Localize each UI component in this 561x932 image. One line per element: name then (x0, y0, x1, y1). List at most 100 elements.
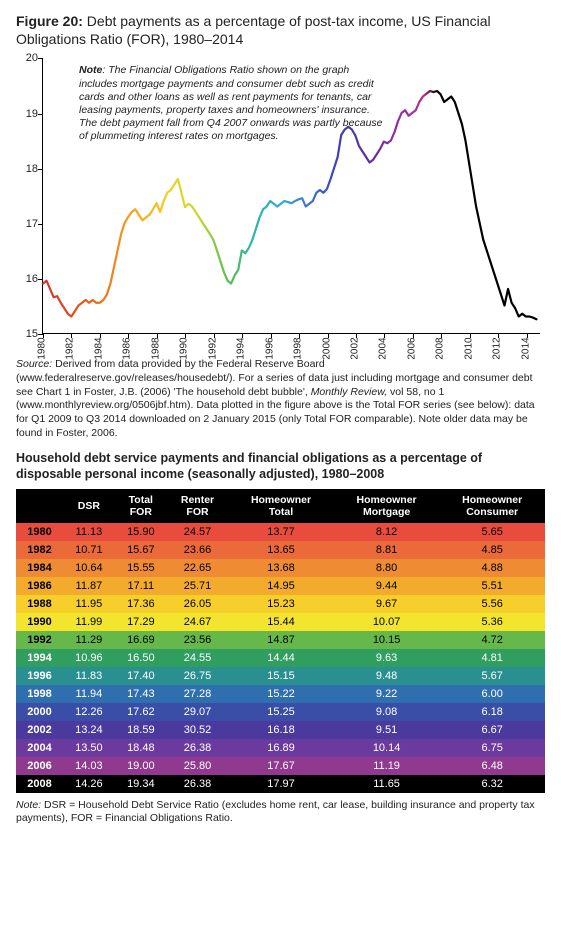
data-cell: 5.56 (439, 595, 545, 613)
data-cell: 16.89 (228, 739, 334, 757)
data-cell: 24.67 (167, 613, 228, 631)
data-cell: 18.59 (115, 721, 167, 739)
year-cell: 2002 (16, 721, 63, 739)
data-cell: 13.50 (63, 739, 115, 757)
data-cell: 15.15 (228, 667, 334, 685)
col-header: HomeownerConsumer (439, 489, 545, 523)
x-tick-label: 1992 (207, 338, 218, 360)
data-table: DSRTotalFORRenterFORHomeownerTotalHomeow… (16, 489, 545, 793)
data-cell: 16.50 (115, 649, 167, 667)
data-cell: 16.69 (115, 631, 167, 649)
table-row: 199211.2916.6923.5614.8710.154.72 (16, 631, 545, 649)
x-tick-label: 2002 (350, 338, 361, 360)
data-cell: 6.75 (439, 739, 545, 757)
data-cell: 6.18 (439, 703, 545, 721)
data-cell: 8.81 (334, 541, 440, 559)
data-cell: 9.44 (334, 577, 440, 595)
year-cell: 1990 (16, 613, 63, 631)
data-cell: 27.28 (167, 685, 228, 703)
table-row: 198011.1315.9024.5713.778.125.65 (16, 523, 545, 541)
data-cell: 6.32 (439, 775, 545, 793)
data-cell: 26.75 (167, 667, 228, 685)
x-tick-label: 2008 (435, 338, 446, 360)
year-cell: 1984 (16, 559, 63, 577)
data-cell: 17.29 (115, 613, 167, 631)
data-cell: 11.65 (334, 775, 440, 793)
data-cell: 14.44 (228, 649, 334, 667)
data-cell: 11.94 (63, 685, 115, 703)
data-cell: 9.51 (334, 721, 440, 739)
x-tick-label: 1996 (264, 338, 275, 360)
table-row: 198811.9517.3626.0515.239.675.56 (16, 595, 545, 613)
data-cell: 6.00 (439, 685, 545, 703)
x-tick-label: 1986 (122, 338, 133, 360)
year-cell: 1996 (16, 667, 63, 685)
y-tick-label: 17 (26, 218, 38, 230)
year-cell: 1980 (16, 523, 63, 541)
col-header: TotalFOR (115, 489, 167, 523)
data-cell: 4.81 (439, 649, 545, 667)
figure-label: Figure 20: (16, 13, 83, 29)
data-cell: 23.56 (167, 631, 228, 649)
data-cell: 9.08 (334, 703, 440, 721)
data-cell: 18.48 (115, 739, 167, 757)
figure-title-text: Debt payments as a percentage of post-ta… (16, 13, 491, 47)
x-tick-label: 1984 (93, 338, 104, 360)
data-cell: 10.14 (334, 739, 440, 757)
data-cell: 8.12 (334, 523, 440, 541)
chart-note-text: The Financial Obligations Ratio shown on… (79, 64, 383, 142)
data-cell: 8.80 (334, 559, 440, 577)
data-cell: 30.52 (167, 721, 228, 739)
table-body: 198011.1315.9024.5713.778.125.65198210.7… (16, 523, 545, 793)
data-cell: 9.63 (334, 649, 440, 667)
x-tick-label: 1982 (65, 338, 76, 360)
year-cell: 1986 (16, 577, 63, 595)
x-tick-label: 2012 (492, 338, 503, 360)
data-cell: 15.23 (228, 595, 334, 613)
source-italic: Monthly Review, (311, 386, 387, 398)
year-cell: 1998 (16, 685, 63, 703)
data-cell: 11.13 (63, 523, 115, 541)
for-chart: 151617181920 Note: The Financial Obligat… (16, 54, 544, 354)
data-cell: 25.71 (167, 577, 228, 595)
data-cell: 11.95 (63, 595, 115, 613)
col-header (16, 489, 63, 523)
data-cell: 14.95 (228, 577, 334, 595)
year-cell: 2000 (16, 703, 63, 721)
table-row: 199410.9616.5024.5514.449.634.81 (16, 649, 545, 667)
data-cell: 6.48 (439, 757, 545, 775)
data-cell: 5.51 (439, 577, 545, 595)
footnote-prefix: Note: (16, 799, 41, 811)
data-cell: 26.38 (167, 739, 228, 757)
data-cell: 17.40 (115, 667, 167, 685)
data-cell: 29.07 (167, 703, 228, 721)
x-tick-label: 2014 (520, 338, 531, 360)
x-tick-label: 2000 (321, 338, 332, 360)
data-cell: 14.26 (63, 775, 115, 793)
figure-title: Figure 20: Debt payments as a percentage… (16, 12, 545, 48)
source-text: Source: Derived from data provided by th… (16, 358, 545, 440)
x-tick-label: 2006 (406, 338, 417, 360)
data-cell: 10.71 (63, 541, 115, 559)
data-cell: 13.68 (228, 559, 334, 577)
table-row: 198410.6415.5522.6513.688.804.88 (16, 559, 545, 577)
data-cell: 5.65 (439, 523, 545, 541)
col-header: HomeownerMortgage (334, 489, 440, 523)
data-cell: 24.55 (167, 649, 228, 667)
year-cell: 1982 (16, 541, 63, 559)
data-cell: 17.11 (115, 577, 167, 595)
data-cell: 17.97 (228, 775, 334, 793)
table-row: 200814.2619.3426.3817.9711.656.32 (16, 775, 545, 793)
data-cell: 10.15 (334, 631, 440, 649)
table-header-row: DSRTotalFORRenterFORHomeownerTotalHomeow… (16, 489, 545, 523)
year-cell: 1988 (16, 595, 63, 613)
data-cell: 19.00 (115, 757, 167, 775)
x-tick-label: 1988 (150, 338, 161, 360)
data-cell: 4.85 (439, 541, 545, 559)
data-cell: 4.88 (439, 559, 545, 577)
data-cell: 23.66 (167, 541, 228, 559)
col-header: DSR (63, 489, 115, 523)
col-header: HomeownerTotal (228, 489, 334, 523)
data-cell: 11.99 (63, 613, 115, 631)
y-axis: 151617181920 (16, 54, 40, 334)
